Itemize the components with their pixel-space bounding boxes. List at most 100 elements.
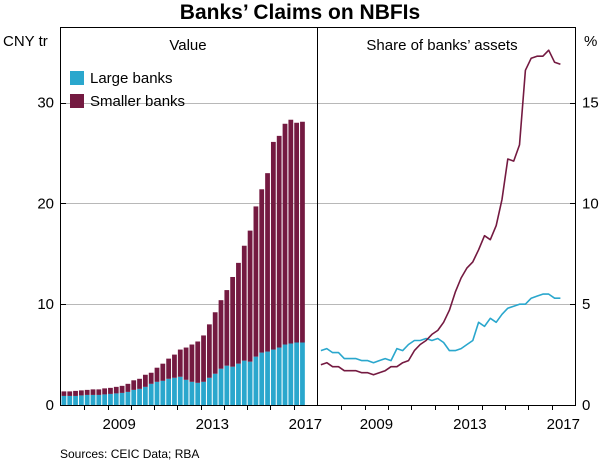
bar-smaller-banks — [73, 390, 78, 396]
right-y-tick-label: 10 — [582, 195, 599, 212]
bar-large-banks — [113, 393, 119, 405]
bar-smaller-banks — [224, 290, 230, 366]
value-x-tick-label: 2013 — [196, 416, 229, 433]
bar-smaller-banks — [189, 344, 195, 382]
bar-smaller-banks — [78, 390, 84, 396]
bar-smaller-banks — [96, 389, 102, 395]
share-x-tick-label: 2017 — [547, 416, 580, 433]
bar-smaller-banks — [177, 349, 183, 377]
bar-large-banks — [78, 395, 84, 405]
bar-smaller-banks — [282, 123, 288, 345]
bar-large-banks — [96, 394, 102, 405]
value-panel-title: Value — [169, 37, 206, 54]
bar-large-banks — [108, 393, 113, 405]
bar-large-banks — [148, 383, 154, 405]
bar-large-banks — [90, 394, 96, 405]
bar-large-banks — [201, 381, 206, 405]
share-x-tick-label: 2013 — [453, 416, 486, 433]
left-y-tick-label: 10 — [37, 296, 54, 313]
value-bars — [61, 119, 305, 405]
bar-large-banks — [276, 347, 282, 405]
bar-smaller-banks — [259, 189, 265, 353]
bar-smaller-banks — [241, 245, 247, 361]
bar-smaller-banks — [265, 173, 270, 352]
bar-large-banks — [166, 378, 172, 405]
bar-smaller-banks — [119, 385, 125, 393]
value-x-tick-label: 2009 — [102, 416, 135, 433]
bar-smaller-banks — [90, 389, 96, 395]
legend: Large banks Smaller banks — [70, 70, 185, 110]
bar-smaller-banks — [253, 206, 259, 357]
bar-smaller-banks — [294, 122, 300, 343]
legend-label-smaller-banks: Smaller banks — [90, 93, 185, 110]
bar-large-banks — [300, 342, 305, 405]
bar-large-banks — [183, 379, 189, 405]
bar-large-banks — [230, 366, 236, 405]
bar-large-banks — [189, 381, 195, 405]
bar-large-banks — [67, 395, 73, 405]
bar-smaller-banks — [67, 391, 73, 396]
bar-smaller-banks — [288, 119, 294, 344]
bar-smaller-banks — [154, 367, 160, 382]
legend-swatch-large-banks — [70, 71, 84, 85]
bar-large-banks — [172, 377, 177, 405]
bar-smaller-banks — [218, 300, 224, 369]
bar-large-banks — [142, 386, 148, 405]
bar-large-banks — [218, 368, 224, 405]
bar-large-banks — [265, 351, 270, 405]
bar-large-banks — [102, 394, 108, 405]
bar-smaller-banks — [142, 374, 148, 387]
left-y-tick-label: 30 — [37, 95, 54, 112]
bar-smaller-banks — [108, 387, 113, 394]
bar-smaller-banks — [160, 363, 166, 381]
bar-smaller-banks — [247, 230, 253, 362]
bar-smaller-banks — [270, 141, 276, 350]
bar-smaller-banks — [172, 354, 177, 378]
bar-large-banks — [224, 365, 230, 405]
line-large-banks — [320, 293, 561, 364]
share-lines — [320, 49, 561, 376]
bar-smaller-banks — [61, 391, 67, 396]
bar-large-banks — [294, 342, 300, 405]
bar-large-banks — [236, 363, 241, 405]
right-y-tick-label: 0 — [582, 397, 590, 414]
bar-smaller-banks — [236, 262, 241, 364]
chart-title: Banks’ Claims on NBFIs — [180, 1, 420, 24]
bar-smaller-banks — [148, 372, 154, 384]
bar-smaller-banks — [125, 383, 131, 392]
right-axis-unit: % — [584, 33, 597, 50]
bar-smaller-banks — [183, 347, 189, 380]
source-note: Sources: CEIC Data; RBA — [60, 447, 199, 461]
bar-smaller-banks — [102, 388, 108, 395]
bar-large-banks — [73, 395, 78, 405]
bar-smaller-banks — [166, 358, 172, 379]
bar-smaller-banks — [131, 380, 137, 390]
axis-ticks: 0 10 20 30 0 5 10 15 2009 2013 2017 2009 2013 2017 — [37, 95, 598, 433]
bar-large-banks — [241, 360, 247, 405]
bar-smaller-banks — [300, 121, 305, 343]
bar-smaller-banks — [201, 335, 206, 382]
bar-large-banks — [259, 352, 265, 405]
right-y-tick-label: 5 — [582, 296, 590, 313]
bar-large-banks — [84, 394, 90, 405]
bar-large-banks — [154, 381, 160, 405]
bar-large-banks — [247, 361, 253, 405]
bar-large-banks — [253, 356, 259, 405]
bar-large-banks — [61, 395, 67, 405]
bar-large-banks — [137, 388, 142, 405]
bar-large-banks — [119, 392, 125, 405]
right-y-tick-label: 15 — [582, 95, 599, 112]
left-y-tick-label: 0 — [46, 397, 54, 414]
bar-smaller-banks — [195, 341, 201, 383]
bar-large-banks — [206, 377, 212, 405]
bar-large-banks — [160, 380, 166, 405]
bar-smaller-banks — [230, 276, 236, 367]
share-x-tick-label: 2009 — [360, 416, 393, 433]
bar-large-banks — [195, 382, 201, 405]
bar-smaller-banks — [206, 324, 212, 378]
bar-large-banks — [125, 391, 131, 405]
left-axis-unit: CNY tr — [3, 33, 48, 50]
bar-large-banks — [270, 349, 276, 405]
bar-smaller-banks — [137, 378, 142, 389]
